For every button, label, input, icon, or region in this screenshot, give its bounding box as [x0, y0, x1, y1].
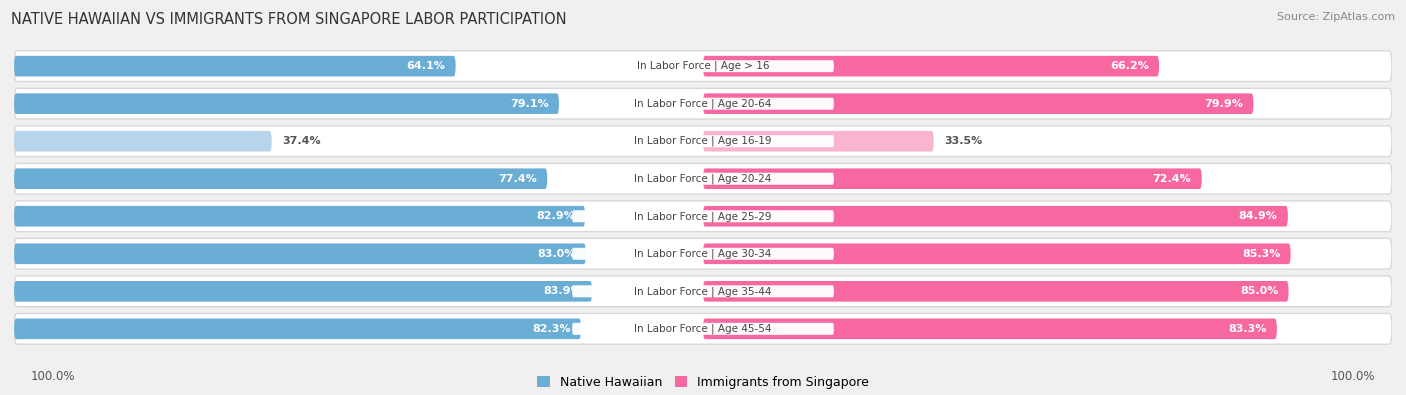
Text: Source: ZipAtlas.com: Source: ZipAtlas.com	[1277, 12, 1395, 22]
FancyBboxPatch shape	[572, 173, 834, 185]
FancyBboxPatch shape	[14, 56, 456, 77]
FancyBboxPatch shape	[14, 201, 1392, 231]
Text: 83.9%: 83.9%	[543, 286, 582, 296]
FancyBboxPatch shape	[14, 131, 271, 152]
Text: NATIVE HAWAIIAN VS IMMIGRANTS FROM SINGAPORE LABOR PARTICIPATION: NATIVE HAWAIIAN VS IMMIGRANTS FROM SINGA…	[11, 12, 567, 27]
FancyBboxPatch shape	[14, 126, 1392, 156]
Text: 100.0%: 100.0%	[31, 370, 76, 383]
FancyBboxPatch shape	[14, 243, 586, 264]
FancyBboxPatch shape	[14, 281, 592, 302]
FancyBboxPatch shape	[572, 98, 834, 110]
Text: 64.1%: 64.1%	[406, 61, 446, 71]
Text: 83.3%: 83.3%	[1229, 324, 1267, 334]
Text: 100.0%: 100.0%	[1330, 370, 1375, 383]
Text: 84.9%: 84.9%	[1239, 211, 1278, 221]
Text: 82.9%: 82.9%	[536, 211, 575, 221]
Text: 85.3%: 85.3%	[1241, 249, 1281, 259]
FancyBboxPatch shape	[14, 164, 1392, 194]
Text: 66.2%: 66.2%	[1109, 61, 1149, 71]
Text: In Labor Force | Age > 16: In Labor Force | Age > 16	[637, 61, 769, 71]
Text: 83.0%: 83.0%	[537, 249, 575, 259]
Text: 33.5%: 33.5%	[945, 136, 983, 146]
FancyBboxPatch shape	[572, 323, 834, 335]
FancyBboxPatch shape	[14, 168, 547, 189]
Text: 77.4%: 77.4%	[498, 174, 537, 184]
FancyBboxPatch shape	[703, 206, 1288, 227]
Text: 37.4%: 37.4%	[283, 136, 321, 146]
Text: In Labor Force | Age 20-64: In Labor Force | Age 20-64	[634, 98, 772, 109]
Text: In Labor Force | Age 20-24: In Labor Force | Age 20-24	[634, 173, 772, 184]
FancyBboxPatch shape	[572, 248, 834, 260]
Text: In Labor Force | Age 45-54: In Labor Force | Age 45-54	[634, 324, 772, 334]
FancyBboxPatch shape	[703, 131, 934, 152]
FancyBboxPatch shape	[14, 318, 581, 339]
FancyBboxPatch shape	[703, 56, 1159, 77]
FancyBboxPatch shape	[14, 93, 560, 114]
Legend: Native Hawaiian, Immigrants from Singapore: Native Hawaiian, Immigrants from Singapo…	[537, 376, 869, 389]
FancyBboxPatch shape	[14, 314, 1392, 344]
FancyBboxPatch shape	[14, 239, 1392, 269]
FancyBboxPatch shape	[572, 60, 834, 72]
Text: 85.0%: 85.0%	[1240, 286, 1278, 296]
Text: In Labor Force | Age 35-44: In Labor Force | Age 35-44	[634, 286, 772, 297]
FancyBboxPatch shape	[703, 168, 1202, 189]
FancyBboxPatch shape	[572, 285, 834, 297]
FancyBboxPatch shape	[572, 210, 834, 222]
FancyBboxPatch shape	[703, 318, 1277, 339]
Text: 82.3%: 82.3%	[533, 324, 571, 334]
FancyBboxPatch shape	[703, 243, 1291, 264]
Text: In Labor Force | Age 25-29: In Labor Force | Age 25-29	[634, 211, 772, 222]
FancyBboxPatch shape	[572, 135, 834, 147]
FancyBboxPatch shape	[14, 276, 1392, 307]
Text: 79.9%: 79.9%	[1205, 99, 1243, 109]
FancyBboxPatch shape	[14, 206, 585, 227]
Text: 72.4%: 72.4%	[1153, 174, 1191, 184]
FancyBboxPatch shape	[14, 88, 1392, 119]
Text: In Labor Force | Age 16-19: In Labor Force | Age 16-19	[634, 136, 772, 147]
FancyBboxPatch shape	[14, 51, 1392, 81]
Text: 79.1%: 79.1%	[510, 99, 548, 109]
Text: In Labor Force | Age 30-34: In Labor Force | Age 30-34	[634, 248, 772, 259]
FancyBboxPatch shape	[703, 93, 1254, 114]
FancyBboxPatch shape	[703, 281, 1289, 302]
